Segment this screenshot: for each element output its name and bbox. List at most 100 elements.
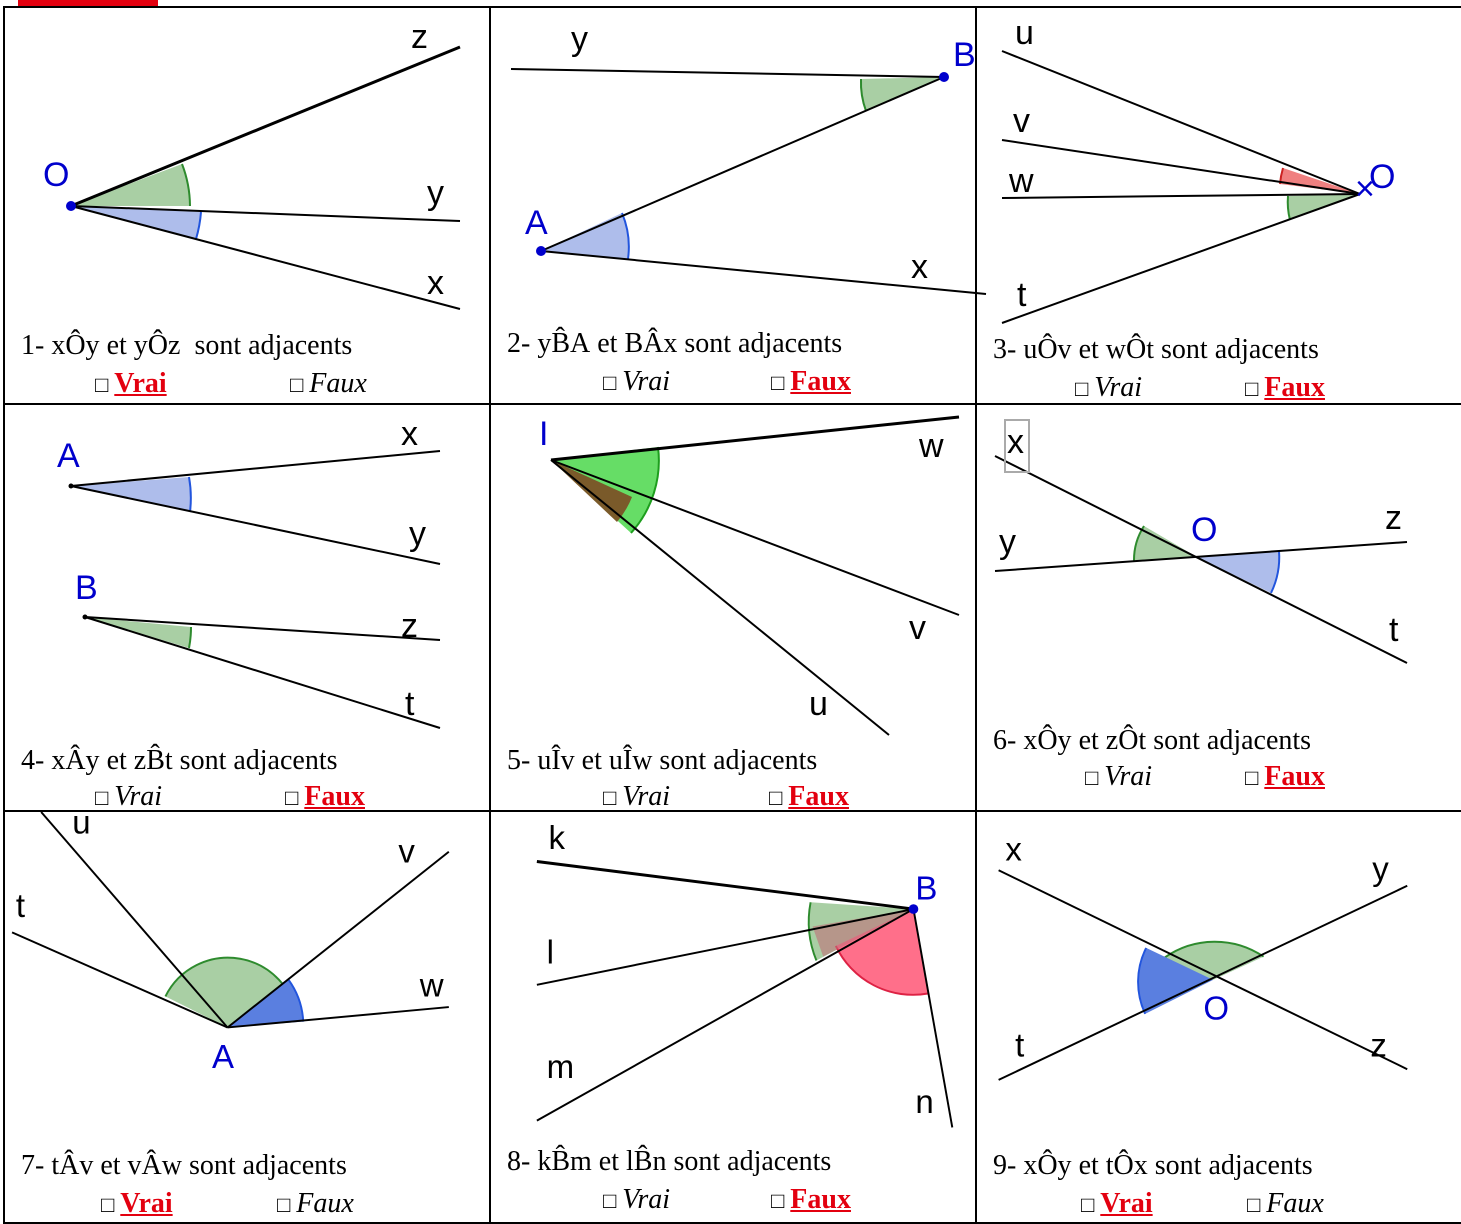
label-t: t [16,887,25,924]
label-O: O [1369,158,1395,196]
label-A: A [57,437,80,475]
option-vrai[interactable]: □ Vrai [1075,372,1142,403]
label-z: z [1385,499,1402,537]
label-t: t [1389,611,1399,649]
label-n: n [915,1083,933,1120]
label-y: y [427,174,444,212]
label-u: u [72,803,90,840]
top-strip [0,0,1461,8]
checkbox-icon: □ [1081,1192,1095,1217]
statement-7: 7- tÂv et vÂw sont adjacents [21,1150,347,1181]
option-faux[interactable]: □ Faux [771,366,851,397]
checkbox-icon: □ [769,785,783,810]
statement-4: 4- xÂy et zB̂t sont adjacents [21,745,338,776]
option-vrai[interactable]: □ Vrai [603,1184,670,1215]
option-vrai[interactable]: □ Vrai [95,368,167,399]
option-vrai[interactable]: □ Vrai [603,366,670,397]
checkbox-icon: □ [101,1192,115,1217]
figure-6: x y O z t [977,405,1457,735]
label-O: O [1191,511,1217,549]
label-A: A [212,1038,234,1075]
statement-2: 2- yB̂A et BÂx sont adjacents [507,328,843,359]
exercise-cell-5: I w v u 5- uÎv et uÎw sont adjacents □ Vr… [489,403,977,812]
label-w: w [918,427,944,465]
label-u: u [1015,14,1034,52]
statement-6: 6- xÔy et zÔt sont adjacents [993,725,1312,756]
angle-label: yÔz [133,330,181,361]
label-x: x [401,415,418,453]
option-vrai[interactable]: □ Vrai [1085,761,1152,792]
checkbox-icon: □ [603,370,617,395]
option-faux[interactable]: □ Faux [769,781,849,812]
option-vrai[interactable]: □ Vrai [95,781,162,812]
exercise-cell-8: k B l m n 8- kB̂m et lB̂n sont adjacents… [489,810,977,1224]
statement-1: 1- xÔy et yÔz sont adjacents [21,330,353,361]
exercise-cell-6: x y O z t 6- xÔy et zÔt sont adjacents □… [975,403,1461,812]
angle-label: xÔy [51,330,100,361]
label-k: k [549,819,566,856]
figure-8: k B l m n [491,812,971,1142]
figure-4: A x y B z t [5,405,485,735]
label-v: v [909,609,926,647]
statement-3: 3- uÔv et wÔt sont adjacents [993,334,1319,365]
label-B: B [915,869,937,906]
checkbox-icon: □ [277,1192,291,1217]
label-t: t [1015,1027,1024,1064]
option-faux[interactable]: □ Faux [771,1184,851,1215]
selection-box [1004,419,1030,473]
figure-1: O z y x [5,8,485,338]
option-vrai[interactable]: □ Vrai [101,1188,173,1219]
option-faux[interactable]: □ Faux [290,368,367,399]
option-vrai[interactable]: □ Vrai [603,781,670,812]
label-x: x [911,248,928,286]
label-A: A [525,204,548,242]
label-v: v [1013,102,1030,140]
option-vrai[interactable]: □ Vrai [1081,1188,1153,1219]
label-w: w [419,966,444,1003]
checkbox-icon: □ [603,785,617,810]
exercise-cell-3: × u v w t O 3- uÔv et wÔt sont adjacents… [975,6,1461,405]
checkbox-icon: □ [1075,376,1089,401]
option-faux[interactable]: □ Faux [1247,1188,1324,1219]
label-z: z [411,18,428,56]
label-y: y [409,515,426,553]
label-y: y [1372,850,1389,887]
label-O: O [43,156,69,194]
checkbox-icon: □ [1245,765,1259,790]
checkbox-icon: □ [1245,376,1259,401]
figure-2: y B A x [491,8,987,338]
figure-3: × u v w t O [977,8,1457,338]
checkbox-icon: □ [95,372,109,397]
checkbox-icon: □ [1247,1192,1261,1217]
label-I: I [539,415,548,453]
checkbox-icon: □ [603,1188,617,1213]
exercise-cell-4: A x y B z t 4- xÂy et zB̂t sont adjacent… [3,403,491,812]
label-t: t [405,685,415,723]
label-y: y [571,20,588,58]
statement-5: 5- uÎv et uÎw sont adjacents [507,745,818,776]
checkbox-icon: □ [771,1188,785,1213]
figure-5: I w v u [491,405,971,736]
option-faux[interactable]: □ Faux [285,781,365,812]
label-l: l [547,933,554,970]
statement-8: 8- kB̂m et lB̂n sont adjacents [507,1146,832,1177]
figure-7: u v t w A [5,803,485,1142]
figure-9: x y O t z [977,812,1457,1142]
option-faux[interactable]: □ Faux [1245,761,1325,792]
checkbox-icon: □ [290,372,304,397]
label-t: t [1017,276,1027,314]
label-z: z [1370,1027,1387,1064]
checkbox-icon: □ [1085,765,1099,790]
checkbox-icon: □ [771,370,785,395]
label-u: u [809,685,828,723]
exercise-cell-9: x y O t z 9- xÔy et tÔx sont adjacents □… [975,810,1461,1224]
option-faux[interactable]: □ Faux [277,1188,354,1219]
exercise-cell-1: O z y x 1- xÔy et yÔz sont adjacents □ Vr… [3,6,491,405]
cross-marker-icon: × [1355,170,1375,208]
label-m: m [547,1048,575,1085]
label-y: y [999,523,1016,561]
label-v: v [398,832,415,869]
label-O: O [1203,990,1229,1027]
option-faux[interactable]: □ Faux [1245,372,1325,403]
label-w: w [1008,162,1034,200]
